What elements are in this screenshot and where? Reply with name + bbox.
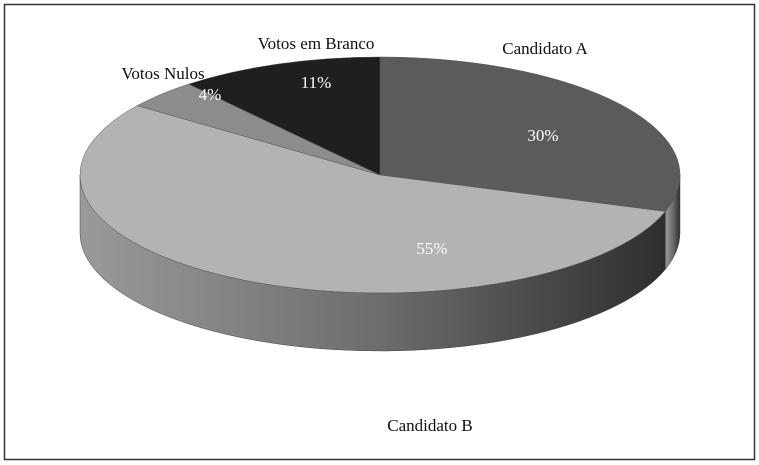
category-label: Candidato B (387, 416, 472, 435)
category-label: Votos Nulos (121, 64, 204, 83)
value-label: 30% (527, 126, 558, 145)
category-label: Votos em Branco (258, 34, 375, 53)
slice (188, 56, 381, 176)
value-label: 11% (301, 73, 332, 92)
category-label: Candidato A (502, 39, 588, 58)
slice (379, 56, 681, 212)
value-label: 55% (416, 239, 447, 258)
slice (79, 105, 666, 294)
value-label: 4% (199, 85, 222, 104)
